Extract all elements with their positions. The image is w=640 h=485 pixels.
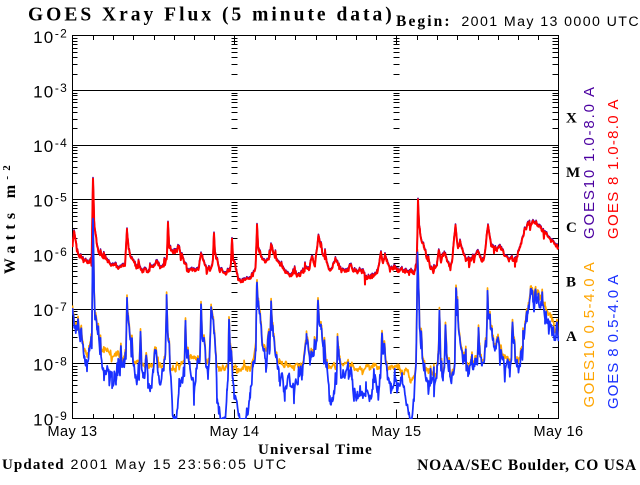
svg-text:10-5: 10-5 — [33, 191, 68, 211]
svg-text:X: X — [566, 110, 577, 126]
svg-text:10-8: 10-8 — [33, 355, 68, 375]
svg-text:2001 May 13 0000 UTC: 2001 May 13 0000 UTC — [461, 14, 640, 30]
svg-text:GOES10 0.5-4.0 A: GOES10 0.5-4.0 A — [581, 261, 598, 408]
svg-text:A: A — [566, 329, 577, 345]
svg-text:Watts m-2: Watts m-2 — [1, 160, 19, 274]
svg-text:May 15: May 15 — [372, 424, 422, 440]
svg-text:Universal Time: Universal Time — [258, 442, 373, 458]
svg-text:GOES 8 1.0-8.0 A: GOES 8 1.0-8.0 A — [605, 98, 622, 239]
svg-text:B: B — [566, 274, 576, 290]
svg-text:May 13: May 13 — [48, 424, 98, 440]
svg-text:GOES Xray Flux (5 minute data): GOES Xray Flux (5 minute data) — [28, 5, 395, 26]
svg-text:May 16: May 16 — [534, 424, 584, 440]
svg-text:M: M — [566, 165, 580, 181]
svg-text:May 14: May 14 — [210, 424, 260, 440]
svg-text:10-9: 10-9 — [33, 409, 68, 429]
svg-text:C: C — [566, 220, 577, 236]
svg-text:Updated 2001 May 15 23:56:05 U: Updated 2001 May 15 23:56:05 UTC — [2, 457, 288, 473]
svg-text:10-3: 10-3 — [33, 81, 68, 101]
svg-text:10-2: 10-2 — [33, 27, 68, 47]
svg-text:10-4: 10-4 — [33, 136, 68, 156]
svg-text:NOAA/SEC Boulder, CO USA: NOAA/SEC Boulder, CO USA — [417, 457, 637, 474]
svg-text:10-7: 10-7 — [33, 300, 68, 320]
svg-text:10-6: 10-6 — [33, 245, 68, 265]
svg-text:Begin:: Begin: — [396, 13, 452, 30]
svg-text:GOES 8 0.5-4.0 A: GOES 8 0.5-4.0 A — [605, 274, 622, 409]
svg-text:GOES10 1.0-8.0 A: GOES10 1.0-8.0 A — [581, 85, 598, 239]
